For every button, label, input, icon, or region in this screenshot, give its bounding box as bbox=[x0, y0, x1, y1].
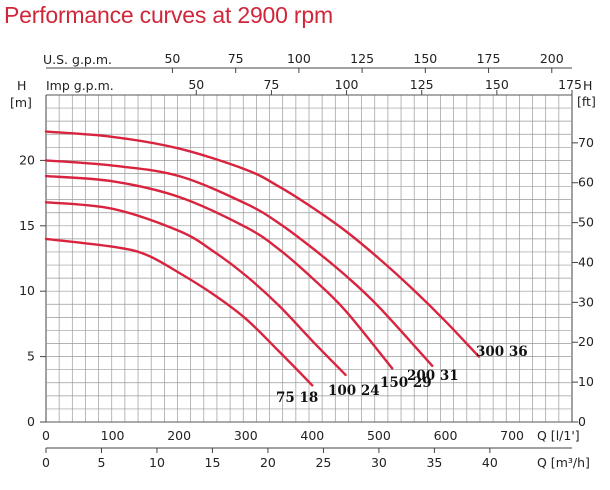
m3h-tick-label: 25 bbox=[315, 455, 331, 470]
m3h-axis-label: Q [m³/h] bbox=[537, 455, 590, 470]
usgpm-tick-label: 75 bbox=[228, 51, 244, 66]
usgpm-tick-label: 50 bbox=[164, 51, 180, 66]
lmin-tick-label: 300 bbox=[234, 428, 258, 443]
impgpm-tick-label: 100 bbox=[335, 77, 359, 92]
lmin-tick-label: 100 bbox=[101, 428, 125, 443]
m3h-tick-label: 40 bbox=[482, 455, 498, 470]
left-tick-label: 15 bbox=[19, 218, 35, 233]
lmin-tick-label: 700 bbox=[500, 428, 524, 443]
usgpm-tick-label: 200 bbox=[540, 51, 564, 66]
right-tick-label: 60 bbox=[578, 175, 594, 190]
right-axis-unit: [ft] bbox=[577, 94, 596, 109]
usgpm-tick-label: 100 bbox=[287, 51, 311, 66]
left-tick-label: 10 bbox=[19, 283, 35, 298]
curve-labels: 75 18 100 24 150 29 200 31 300 36 bbox=[276, 344, 528, 406]
grid bbox=[45, 94, 573, 423]
lmin-axis-label: Q [l/1'] bbox=[537, 428, 580, 443]
right-tick-label: 40 bbox=[578, 254, 594, 269]
usgpm-tick-label: 125 bbox=[350, 51, 374, 66]
usgpm-tick-label: 175 bbox=[477, 51, 501, 66]
curve-label-300-36: 300 36 bbox=[476, 344, 528, 360]
lmin-tick-label: 600 bbox=[434, 428, 458, 443]
curve-label-150-29: 150 29 bbox=[380, 375, 432, 391]
m3h-tick-label: 35 bbox=[426, 455, 442, 470]
right-tick-label: 30 bbox=[578, 294, 594, 309]
left-tick-label: 0 bbox=[27, 414, 35, 429]
curve-200-31 bbox=[44, 159, 434, 367]
m3h-tick-label: 0 bbox=[42, 455, 50, 470]
right-tick-label: 70 bbox=[578, 135, 594, 150]
left-axis: H [m] 0 5 10 15 20 bbox=[10, 78, 46, 429]
bottom-lmin-axis: Q [l/1'] 0 100 200 300 400 500 600 700 bbox=[42, 428, 580, 443]
left-axis-h-label: H bbox=[17, 78, 26, 93]
left-tick-label: 5 bbox=[27, 349, 35, 364]
chart-title: Performance curves at 2900 rpm bbox=[4, 2, 333, 28]
left-tick-label: 20 bbox=[19, 152, 35, 167]
impgpm-tick-label: 125 bbox=[410, 77, 434, 92]
impgpm-axis-label: Imp g.p.m. bbox=[46, 78, 114, 93]
right-axis-h-label: H bbox=[583, 78, 592, 93]
m3h-tick-label: 15 bbox=[205, 455, 221, 470]
lmin-tick-label: 500 bbox=[367, 428, 391, 443]
curve-75-18 bbox=[44, 237, 314, 387]
m3h-tick-label: 20 bbox=[260, 455, 276, 470]
m3h-tick-label: 30 bbox=[371, 455, 387, 470]
usgpm-tick-label: 150 bbox=[413, 51, 437, 66]
curve-label-200-31: 200 31 bbox=[407, 368, 459, 384]
curves bbox=[44, 130, 480, 387]
right-tick-label: 10 bbox=[578, 374, 594, 389]
right-tick-label: 50 bbox=[578, 215, 594, 230]
curve-label-75-18: 75 18 bbox=[276, 390, 318, 406]
curve-150-29 bbox=[44, 174, 394, 370]
curve-300-36 bbox=[44, 130, 480, 358]
lmin-tick-label: 400 bbox=[300, 428, 324, 443]
impgpm-tick-label: 175 bbox=[558, 77, 582, 92]
lmin-tick-label: 0 bbox=[42, 428, 50, 443]
top-usgpm-axis: U.S. g.p.m. 50 75 100 125 150 175 200 bbox=[43, 51, 572, 73]
impgpm-tick-label: 75 bbox=[263, 77, 279, 92]
curve-label-100-24: 100 24 bbox=[328, 383, 380, 399]
right-tick-label: 20 bbox=[578, 334, 594, 349]
usgpm-axis-label: U.S. g.p.m. bbox=[43, 52, 112, 67]
impgpm-tick-label: 50 bbox=[188, 77, 204, 92]
top-impgpm-axis: Imp g.p.m. 50 75 100 125 150 175 bbox=[46, 77, 582, 95]
left-axis-unit: [m] bbox=[10, 95, 32, 110]
right-axis: H [ft] 0 10 20 30 40 50 60 70 bbox=[572, 78, 596, 429]
bottom-m3h-axis: Q [m³/h] 0 5 10 15 20 25 30 35 40 bbox=[42, 447, 590, 470]
m3h-tick-label: 5 bbox=[98, 455, 106, 470]
impgpm-tick-label: 150 bbox=[485, 77, 509, 92]
curve-100-24 bbox=[44, 201, 347, 377]
lmin-tick-label: 200 bbox=[167, 428, 191, 443]
right-tick-label: 0 bbox=[578, 414, 586, 429]
m3h-tick-label: 10 bbox=[149, 455, 165, 470]
